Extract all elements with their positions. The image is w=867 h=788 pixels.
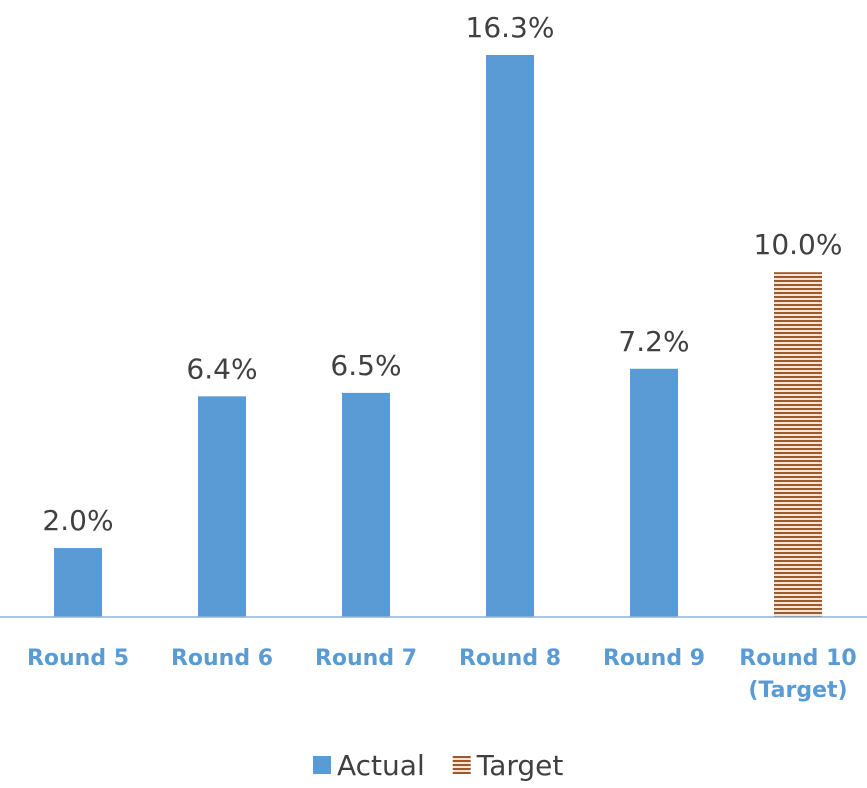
bar (486, 55, 534, 617)
legend-swatch (452, 756, 471, 774)
legend-label: Target (476, 749, 564, 782)
legend-label: Actual (337, 749, 425, 782)
data-label: 10.0% (754, 228, 843, 261)
legend-swatch (313, 756, 331, 774)
data-label: 7.2% (618, 325, 689, 358)
data-label: 6.5% (330, 349, 401, 382)
x-tick-label: Round 9 (602, 646, 706, 671)
bar (54, 548, 102, 617)
x-tick-label: Round 5 (26, 646, 130, 671)
bar (774, 272, 822, 617)
x-tick-label: Round 6 (170, 646, 274, 671)
bar (198, 396, 246, 617)
data-label: 6.4% (186, 352, 257, 385)
bar (630, 368, 678, 617)
data-label: 16.3% (466, 11, 555, 44)
data-label: 2.0% (42, 504, 113, 537)
x-tick-label: Round 10 (Target) (739, 646, 857, 703)
x-tick-label: Round 8 (458, 646, 562, 671)
x-tick-label: Round 7 (314, 646, 418, 671)
bar (342, 392, 390, 617)
